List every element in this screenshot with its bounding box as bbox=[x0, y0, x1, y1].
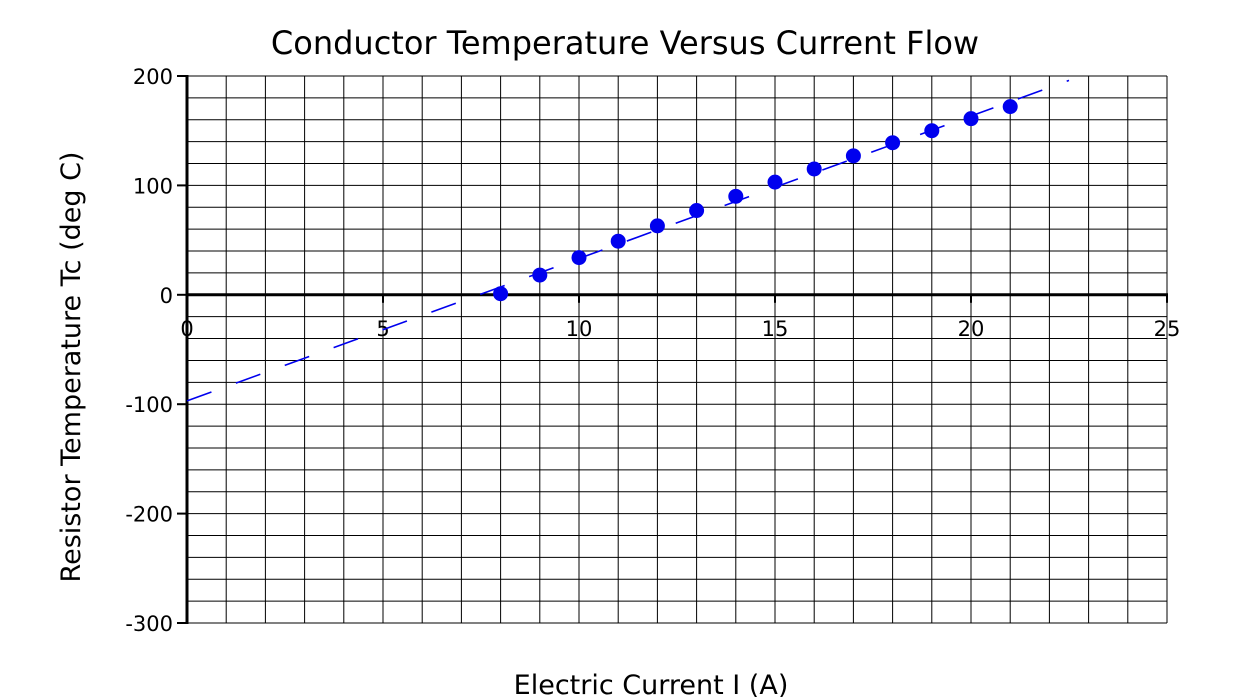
data-point bbox=[689, 203, 705, 219]
data-point bbox=[1002, 99, 1018, 115]
data-point bbox=[728, 188, 744, 204]
data-point bbox=[571, 250, 587, 266]
data-point bbox=[885, 135, 901, 151]
data-point bbox=[649, 218, 665, 234]
y-tick-label: -200 bbox=[125, 503, 173, 527]
axes bbox=[185, 75, 1168, 624]
x-axis-label: Electric Current I (A) bbox=[514, 670, 789, 697]
x-tick-label: 0 bbox=[180, 317, 193, 341]
chart-title: Conductor Temperature Versus Current Flo… bbox=[271, 24, 979, 62]
y-axis-label: Resistor Temperature Tc (deg C) bbox=[56, 152, 87, 583]
tick-marks bbox=[177, 75, 1168, 624]
x-tick-label: 20 bbox=[958, 317, 985, 341]
y-tick-label: -100 bbox=[125, 393, 173, 417]
x-tick-label: 10 bbox=[566, 317, 593, 341]
fit-line bbox=[186, 79, 1070, 402]
grid-minor bbox=[186, 75, 1168, 624]
data-point bbox=[532, 267, 548, 283]
x-tick-label: 5 bbox=[376, 317, 389, 341]
data-point bbox=[924, 123, 940, 139]
data-point bbox=[767, 174, 783, 190]
data-point bbox=[845, 148, 861, 164]
y-tick-label: 200 bbox=[133, 65, 173, 89]
y-tick-label: 0 bbox=[160, 284, 173, 308]
data-point bbox=[493, 286, 509, 302]
data-point bbox=[963, 111, 979, 127]
y-tick-label: -300 bbox=[125, 612, 173, 636]
data-point bbox=[806, 161, 822, 177]
y-tick-label: 100 bbox=[133, 174, 173, 198]
tick-labels: 200 100 0 -100 -200 -300 0 5 10 15 20 25 bbox=[125, 65, 1180, 636]
series-layer bbox=[186, 79, 1070, 402]
data-point bbox=[610, 233, 626, 249]
x-tick-label: 25 bbox=[1154, 317, 1181, 341]
x-tick-label: 15 bbox=[762, 317, 789, 341]
